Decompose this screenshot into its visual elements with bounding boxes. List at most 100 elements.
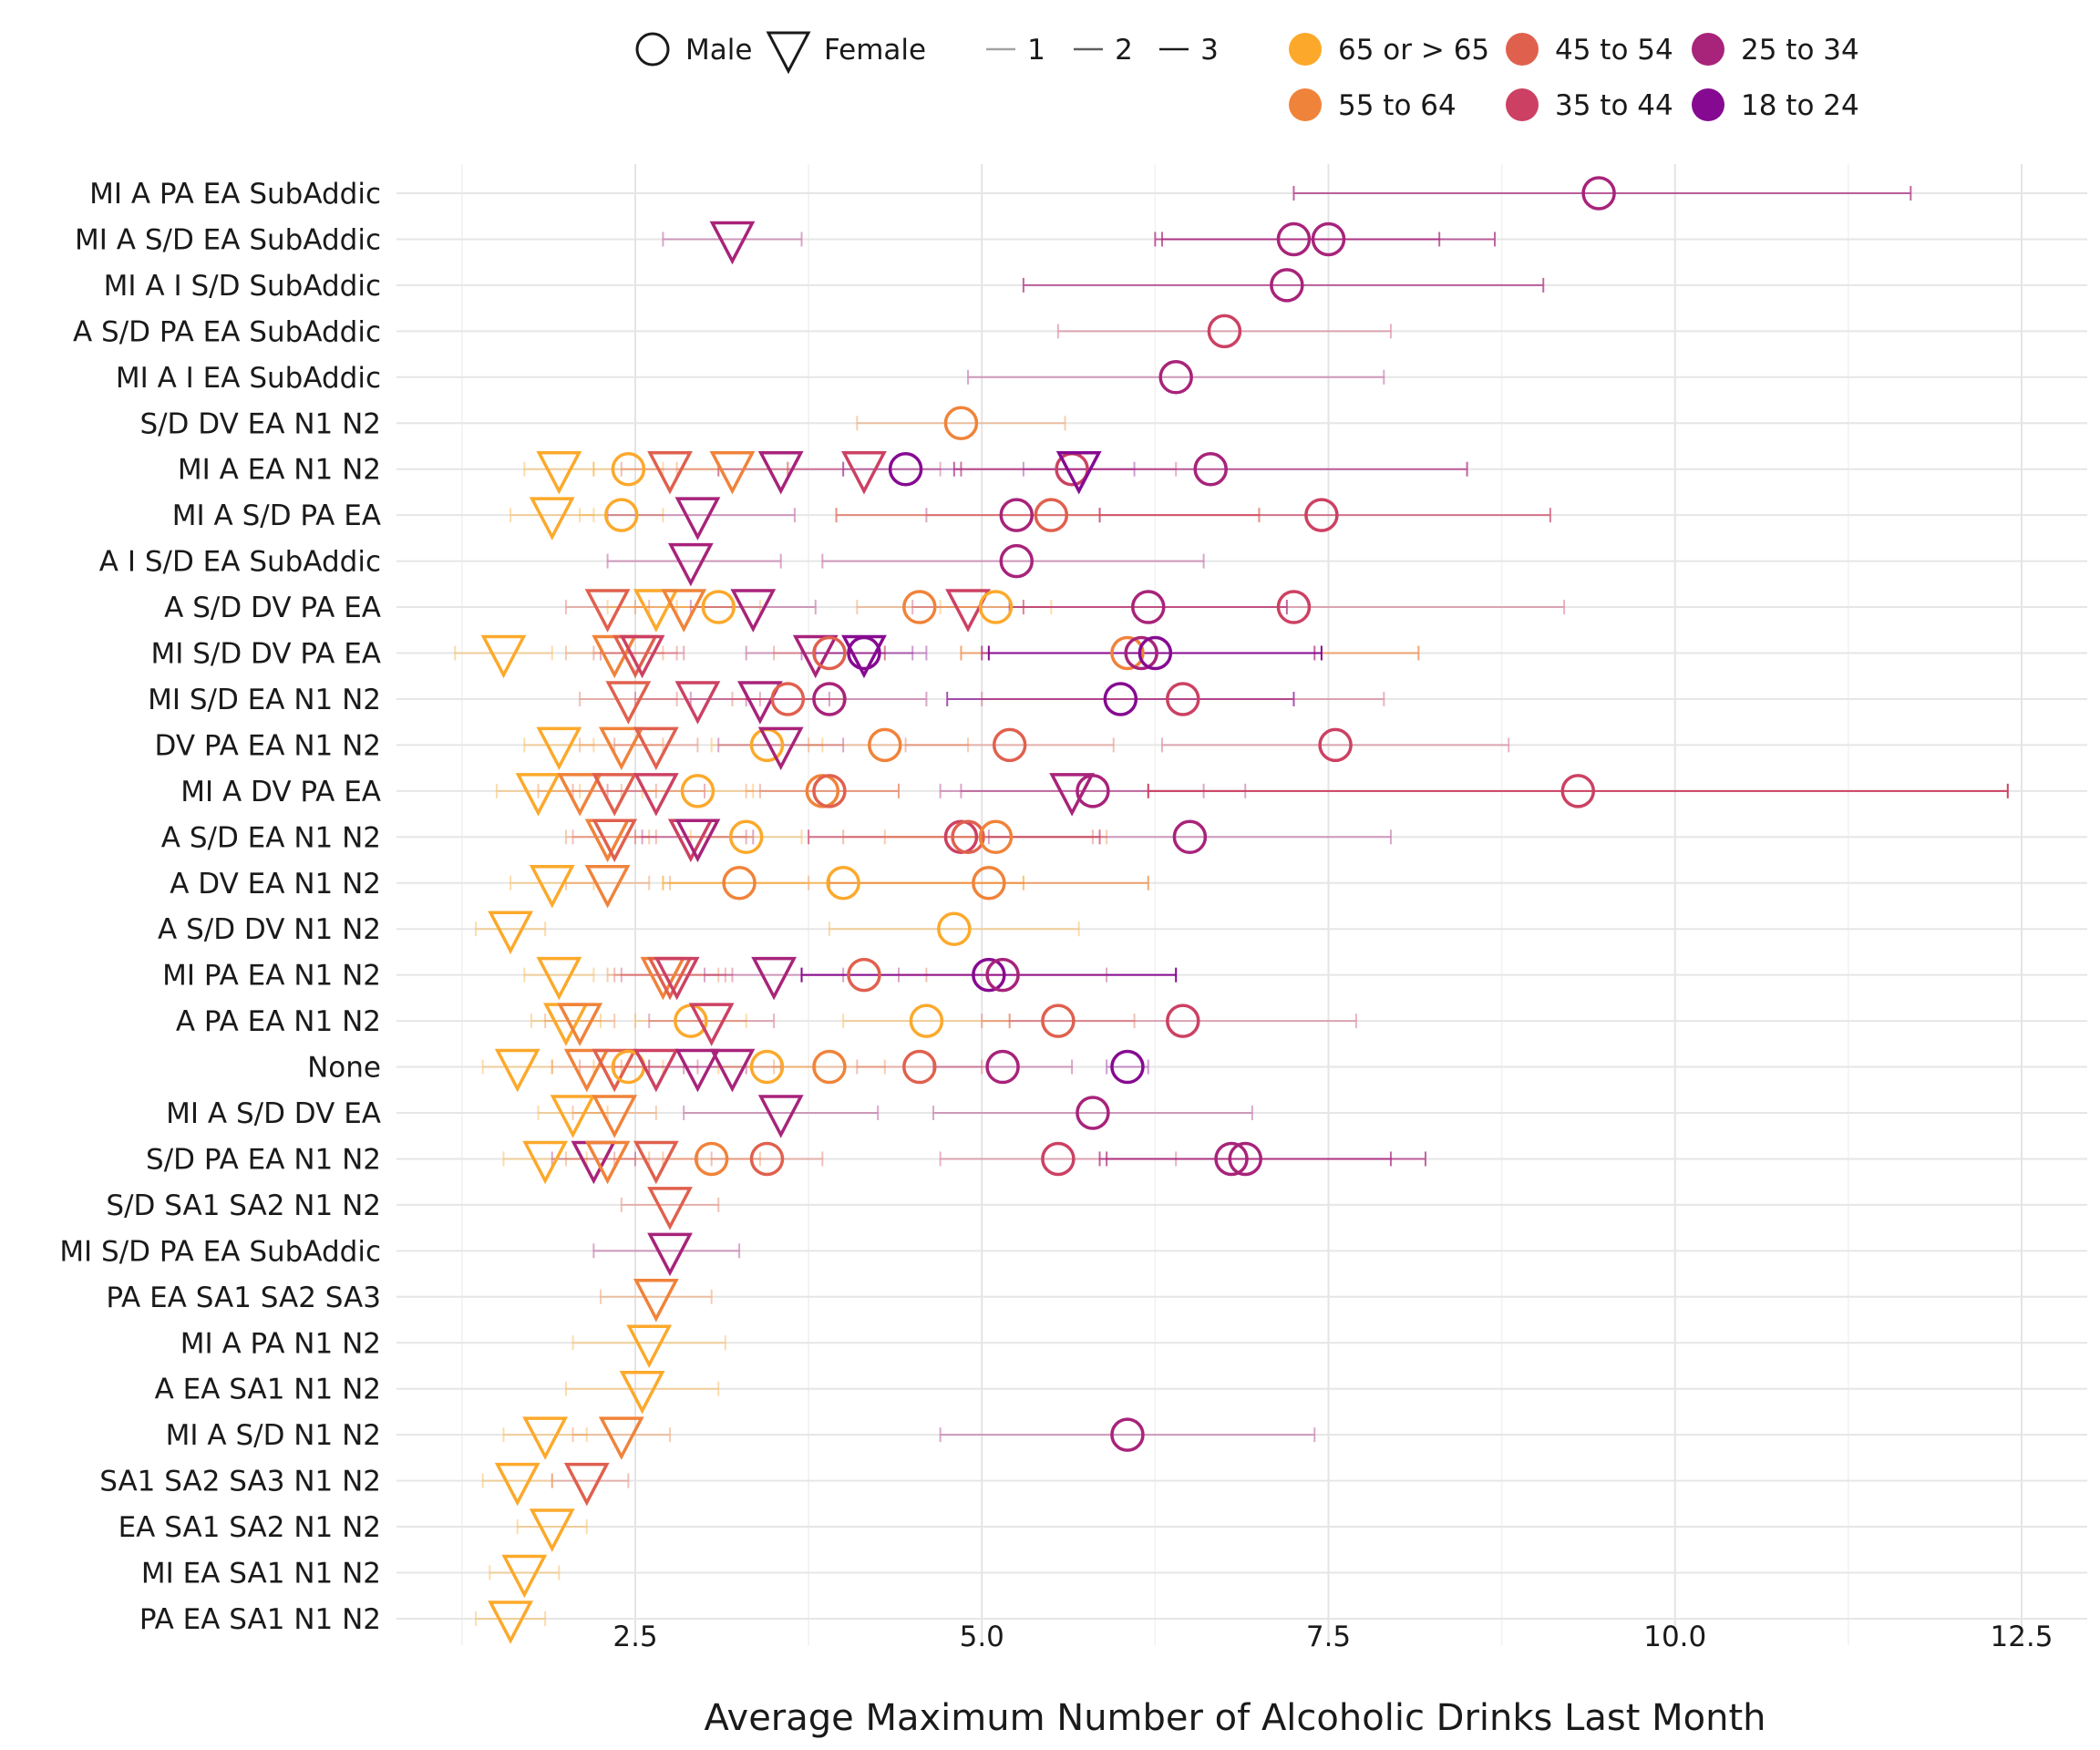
male-point — [1311, 221, 1346, 257]
female-point — [626, 1324, 673, 1369]
error-bar — [773, 1059, 886, 1075]
y-tick-label: MI A S/D DV EA — [166, 1097, 381, 1130]
male-point — [847, 635, 881, 671]
error-bar — [634, 1014, 747, 1029]
error-bar — [564, 1151, 651, 1167]
male-point — [680, 774, 715, 808]
legend-line-weight-label: 2 — [1115, 34, 1133, 67]
male-point — [694, 1141, 729, 1177]
female-point — [529, 1508, 575, 1552]
error-bar — [537, 783, 623, 798]
male-point — [1138, 635, 1173, 671]
female-point — [633, 589, 679, 633]
male-point — [611, 451, 646, 487]
female-point — [563, 1462, 610, 1507]
error-bar — [516, 1519, 588, 1535]
x-tick-label: 12.5 — [1990, 1621, 2053, 1653]
female-point — [674, 681, 721, 725]
error-bar — [475, 1611, 547, 1626]
error-bar — [1022, 277, 1545, 293]
y-tick-label: S/D SA1 SA2 N1 N2 — [106, 1189, 381, 1222]
error-bar — [502, 1151, 588, 1167]
female-point — [674, 818, 721, 863]
male-point — [999, 498, 1035, 532]
legend-male-label: Male — [685, 34, 752, 67]
y-tick-label: MI A EA N1 N2 — [178, 454, 381, 487]
male-point — [943, 406, 979, 440]
error-bar — [475, 921, 547, 937]
legend-age-swatch — [1289, 33, 1322, 66]
error-bar — [564, 1381, 720, 1396]
error-bar — [537, 1106, 609, 1120]
female-point — [736, 681, 783, 725]
error-bar — [592, 1059, 664, 1075]
female-point — [522, 1140, 569, 1185]
male-point — [992, 727, 1027, 763]
female-point — [757, 726, 804, 771]
error-bar — [1292, 186, 1912, 201]
error-bar — [1008, 1014, 1357, 1029]
error-bars — [454, 186, 2009, 1626]
x-axis-ticks: 2.5 5.0 7.5 10.0 12.5 — [612, 1621, 2053, 1653]
error-bar — [523, 737, 595, 753]
error-bar — [662, 232, 803, 247]
female-point — [633, 726, 679, 771]
error-bar — [481, 1059, 553, 1075]
female-point — [674, 1048, 721, 1093]
female-point — [751, 956, 797, 1001]
female-point — [667, 542, 714, 587]
gridlines — [396, 164, 2087, 1645]
error-bar — [745, 783, 900, 798]
error-bar — [641, 829, 755, 845]
legend-age-label: 25 to 34 — [1741, 34, 1859, 67]
female-point — [633, 1279, 679, 1323]
male-point — [909, 1004, 944, 1038]
female-point — [647, 1187, 693, 1230]
female-point — [654, 956, 700, 1001]
female-point — [605, 681, 652, 725]
legend-age-label: 65 or > 65 — [1338, 34, 1489, 67]
female-point — [674, 497, 721, 540]
error-bar — [981, 691, 1385, 706]
y-tick-label: None — [307, 1052, 381, 1085]
male-point — [1103, 682, 1138, 716]
female-point — [945, 589, 991, 633]
female-point — [571, 1140, 617, 1185]
y-tick-label: MI PA EA N1 N2 — [162, 960, 381, 993]
male-point — [847, 957, 881, 993]
y-tick-label: A S/D PA EA SubAddic — [73, 315, 381, 348]
error-bar — [1106, 1059, 1149, 1075]
male-point — [749, 1049, 785, 1085]
error-bar — [564, 829, 651, 845]
male-point — [972, 866, 1006, 901]
y-tick-label: A EA SA1 N1 N2 — [155, 1374, 381, 1406]
error-bar — [571, 1427, 672, 1443]
error-bar — [1106, 1151, 1426, 1167]
male-point — [1076, 1096, 1110, 1130]
female-point — [598, 1416, 644, 1460]
male-point — [1318, 727, 1353, 763]
male-point — [978, 819, 1014, 855]
error-bar — [606, 553, 782, 569]
legend-age-swatch — [1692, 33, 1724, 66]
error-bar — [1147, 783, 2009, 798]
error-bar — [758, 783, 900, 798]
error-bar — [717, 737, 845, 753]
error-bar — [551, 1151, 636, 1167]
error-bar — [634, 691, 761, 706]
female-point — [619, 634, 665, 679]
error-bar — [613, 737, 699, 753]
female-point — [563, 1048, 610, 1093]
error-bar — [828, 921, 1080, 937]
data-markers — [480, 176, 1616, 1644]
male-point — [770, 682, 806, 716]
legend-age-swatch — [1506, 88, 1539, 121]
female-point — [488, 911, 534, 954]
error-bar — [842, 1014, 1011, 1029]
male-point — [951, 819, 985, 855]
male-point — [1110, 635, 1145, 671]
legend-age-swatch — [1692, 88, 1724, 121]
error-bar — [1022, 600, 1566, 615]
female-point — [633, 773, 679, 817]
male-point — [1207, 314, 1242, 349]
